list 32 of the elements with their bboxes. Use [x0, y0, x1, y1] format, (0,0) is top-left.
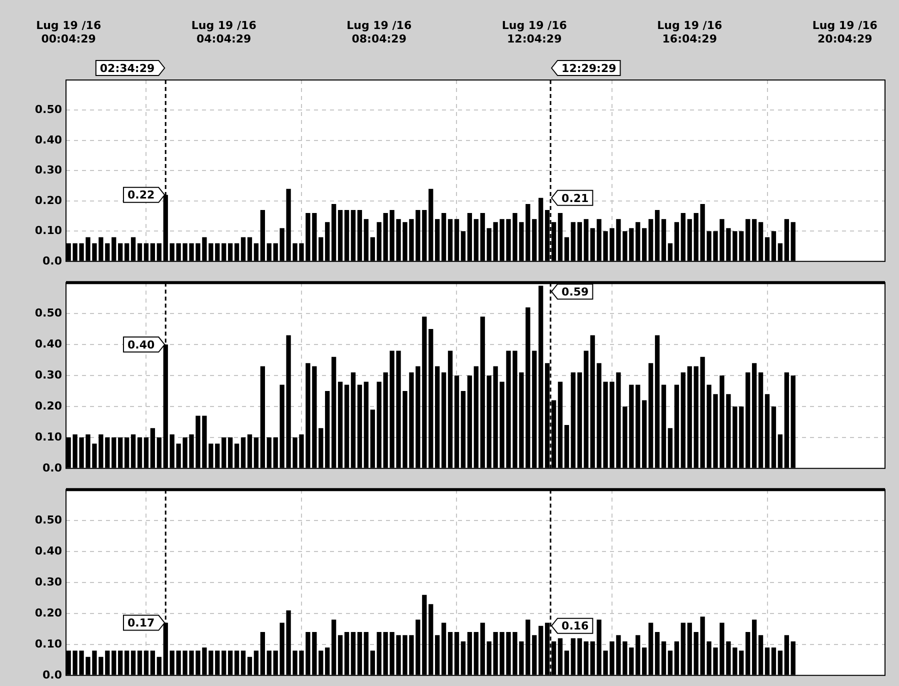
annotation: 0.16	[562, 620, 590, 633]
y-tick-label: 0.10	[34, 430, 62, 444]
y-tick-label: 0.40	[34, 544, 62, 558]
y-tick-label: 0.30	[34, 164, 62, 177]
x-tick-label: Lug 19 /16 12:04:29	[502, 19, 568, 46]
ref-line-label: 12:29:29	[562, 62, 616, 75]
y-tick-label: 0.10	[34, 224, 62, 238]
y-tick-label: 0.10	[34, 637, 62, 650]
y-tick-label: 0.20	[34, 399, 62, 412]
annotation: 0.40	[127, 338, 155, 352]
annotation: 0.17	[127, 616, 155, 630]
annotation: 0.59	[562, 285, 589, 298]
y-tick-label: 0.50	[34, 513, 62, 526]
x-tick-label: Lug 19 /16 16:04:29	[657, 19, 722, 46]
y-tick-label: 0.0	[42, 254, 62, 268]
y-tick-label: 0.0	[42, 461, 62, 474]
y-tick-label: 0.20	[34, 194, 62, 207]
y-tick-label: 0.50	[34, 306, 62, 320]
ref-line-label: 02:34:29	[100, 62, 155, 75]
x-tick-label: Lug 19 /16 20:04:29	[812, 19, 878, 46]
y-tick-label: 0.20	[34, 606, 62, 620]
x-tick-label: Lug 19 /16 08:04:29	[346, 19, 412, 46]
annotation: 0.22	[127, 188, 155, 202]
y-tick-label: 0.30	[34, 368, 62, 382]
annotation: 0.21	[562, 192, 589, 205]
y-tick-label: 0.0	[42, 668, 62, 682]
y-tick-label: 0.40	[34, 337, 62, 350]
y-tick-label: 0.40	[34, 133, 62, 146]
y-tick-label: 0.30	[34, 575, 62, 588]
x-tick-label: Lug 19 /16 00:04:29	[36, 19, 102, 46]
x-tick-label: Lug 19 /16 04:04:29	[191, 19, 257, 46]
y-tick-label: 0.50	[34, 103, 62, 116]
